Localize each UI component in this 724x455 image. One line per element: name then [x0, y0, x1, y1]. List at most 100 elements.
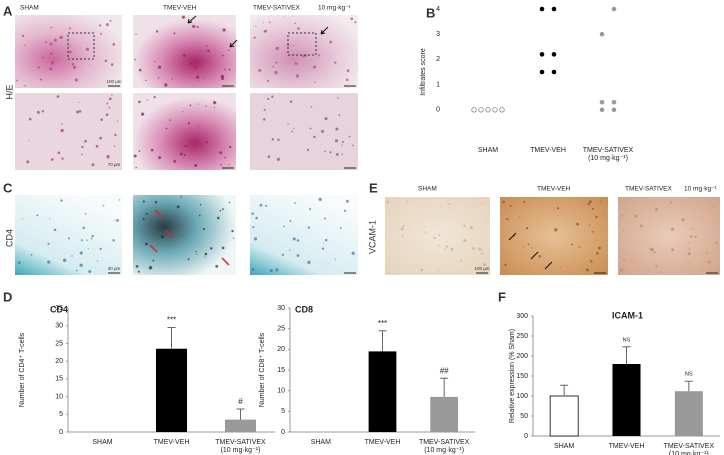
texture-dot: [603, 213, 605, 215]
texture-dot: [293, 202, 296, 204]
texture-dot: [77, 101, 80, 103]
texture-dot: [145, 79, 147, 82]
texture-dot: [157, 77, 160, 79]
texture-dot: [192, 24, 196, 29]
texture-dot: [394, 205, 396, 207]
texture-dot: [691, 227, 693, 230]
texture-dot: [102, 204, 105, 207]
texture-dot: [596, 251, 599, 255]
texture-dot: [590, 260, 593, 263]
error-bar: [236, 408, 245, 420]
x-tick-label: TMEV-VEH: [365, 439, 401, 446]
texture-dot: [649, 247, 654, 252]
texture-dot: [50, 158, 54, 161]
texture-dot: [688, 241, 690, 244]
texture-dot: [324, 238, 328, 242]
texture-dot: [297, 27, 300, 30]
texture-dot: [554, 228, 558, 232]
texture-dot: [112, 43, 116, 46]
texture-dot: [481, 249, 483, 251]
column-header: TMEV-SATIVEX: [625, 186, 672, 193]
texture-dot: [49, 42, 53, 46]
texture-dot: [283, 225, 285, 228]
y-tick-label: 20: [277, 346, 285, 353]
texture-dot: [438, 234, 440, 237]
point: [551, 6, 557, 12]
texture-dot: [292, 237, 296, 241]
texture-dot: [689, 235, 693, 238]
texture-dot: [173, 159, 177, 163]
error-bar: [167, 326, 176, 349]
texture-dot: [276, 157, 280, 161]
texture-dot: [196, 75, 200, 79]
texture-dot: [135, 166, 137, 169]
y-tick-label: 10: [277, 388, 285, 395]
texture-dot: [205, 105, 207, 107]
texture-dot: [424, 226, 426, 228]
texture-dot: [36, 110, 40, 114]
point: [539, 6, 545, 12]
texture-dot: [269, 269, 273, 273]
texture-dot: [277, 138, 280, 141]
texture-dot: [134, 58, 136, 61]
texture-dot: [114, 133, 117, 137]
texture-dot: [571, 243, 574, 246]
y-tick-label: 0: [524, 433, 528, 440]
texture-dot: [597, 246, 601, 250]
texture-dot: [271, 138, 274, 141]
panel-label: C: [3, 180, 13, 195]
texture-dot: [472, 247, 475, 250]
texture-dot: [425, 231, 427, 233]
dose: 10 mg·kg⁻¹: [684, 186, 718, 193]
texture-dot: [253, 237, 258, 241]
texture-dot: [87, 248, 89, 250]
texture-dot: [80, 239, 83, 242]
zoom-box: [287, 32, 317, 56]
texture-dot: [228, 68, 231, 71]
texture-dot: [28, 140, 30, 142]
texture-dot: [289, 100, 293, 103]
y-tick-label: 10: [55, 393, 63, 400]
micrograph: [250, 15, 358, 88]
texture-dot: [85, 47, 90, 51]
texture-dot: [255, 25, 257, 27]
texture-dot: [707, 260, 711, 264]
texture-dot: [196, 253, 198, 255]
texture-dot: [114, 219, 116, 221]
texture-dot: [53, 228, 57, 232]
texture-dot: [387, 239, 389, 241]
y-tick-label: 20: [55, 358, 63, 365]
point: [539, 52, 545, 57]
micrograph: [250, 195, 358, 275]
annotations: [67, 15, 718, 274]
texture-dot: [205, 50, 207, 52]
column-header: SHAM: [20, 5, 39, 12]
texture-dot: [275, 46, 279, 51]
texture-dot: [437, 270, 440, 272]
texture-dot: [639, 224, 643, 228]
error-bar: [622, 346, 631, 364]
texture-dot: [205, 141, 208, 144]
texture-dot: [104, 59, 108, 63]
texture-dot: [86, 239, 88, 241]
significance: ***: [378, 319, 387, 328]
texture-dot: [591, 230, 594, 233]
texture-dot: [68, 50, 72, 54]
texture-dot: [460, 259, 463, 262]
y-axis-label: Number of CD8⁺ T-cells: [259, 332, 266, 407]
point: [611, 99, 617, 105]
texture-dot: [160, 235, 164, 239]
texture-dot: [588, 224, 591, 226]
texture-dot: [351, 251, 355, 255]
texture-dot: [267, 97, 270, 100]
texture-dot: [202, 227, 206, 231]
texture-dot: [268, 21, 271, 24]
texture-dot: [164, 83, 168, 87]
texture-dot: [400, 227, 404, 231]
texture-dot: [634, 214, 638, 218]
texture-dot: [655, 264, 658, 268]
texture-dot: [187, 258, 190, 261]
y-tick-label: 35: [55, 305, 63, 312]
texture-dot: [670, 201, 673, 204]
texture-dot: [49, 218, 51, 220]
